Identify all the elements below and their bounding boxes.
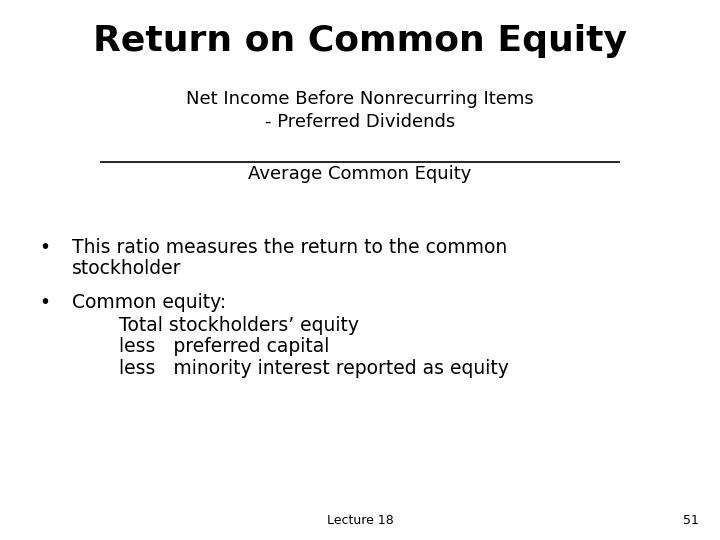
- Text: •: •: [40, 238, 50, 256]
- Text: Total stockholders’ equity: Total stockholders’ equity: [119, 316, 359, 335]
- Text: less   minority interest reported as equity: less minority interest reported as equit…: [119, 359, 508, 378]
- Text: •: •: [40, 293, 50, 312]
- Text: Common equity:: Common equity:: [72, 293, 226, 312]
- Text: Average Common Equity: Average Common Equity: [248, 165, 472, 183]
- Text: 51: 51: [683, 514, 698, 526]
- Text: less   preferred capital: less preferred capital: [119, 338, 329, 356]
- Text: Lecture 18: Lecture 18: [327, 514, 393, 526]
- Text: This ratio measures the return to the common: This ratio measures the return to the co…: [72, 238, 508, 256]
- Text: - Preferred Dividends: - Preferred Dividends: [265, 113, 455, 131]
- Text: stockholder: stockholder: [72, 259, 181, 278]
- Text: Return on Common Equity: Return on Common Equity: [93, 24, 627, 58]
- Text: Net Income Before Nonrecurring Items: Net Income Before Nonrecurring Items: [186, 90, 534, 108]
